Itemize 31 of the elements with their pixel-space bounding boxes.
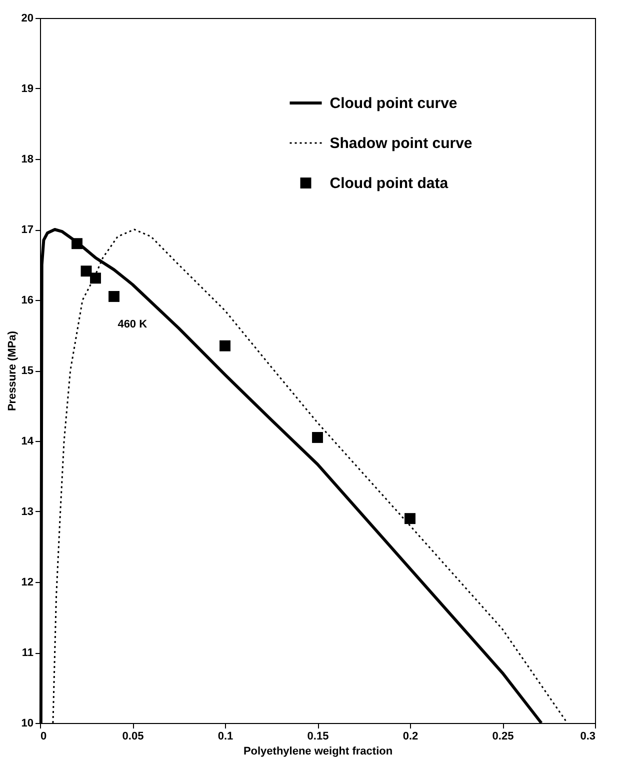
y-tick-label: 10 xyxy=(21,718,34,730)
point xyxy=(108,291,120,302)
x-tick-label: 0.1 xyxy=(218,730,234,742)
point xyxy=(90,272,101,284)
x-tick-label: 0.25 xyxy=(492,730,514,742)
point xyxy=(312,432,323,443)
y-tick-label: 20 xyxy=(21,12,34,24)
y-tick-label: 15 xyxy=(21,365,34,377)
point xyxy=(72,238,82,250)
y-tick-label: 11 xyxy=(22,647,34,659)
y-tick-label: 12 xyxy=(21,576,34,588)
y-tick-label: 19 xyxy=(21,83,34,95)
annotation: 460 K xyxy=(118,318,148,331)
x-tick-label: 0.15 xyxy=(307,730,329,742)
point xyxy=(80,266,92,277)
x-tick-label: 0 xyxy=(40,730,47,742)
y-tick-label: 17 xyxy=(21,224,34,236)
legend-label: Cloud point data xyxy=(330,175,449,192)
point xyxy=(220,340,230,352)
y-tick-label: 16 xyxy=(21,294,34,306)
legend-label: Cloud point curve xyxy=(330,95,458,112)
x-tick-label: 0.2 xyxy=(402,730,418,742)
point xyxy=(404,513,416,524)
y-tick-label: 13 xyxy=(21,506,34,518)
y-tick-label: 18 xyxy=(21,154,34,166)
legend-label: Shadow point curve xyxy=(330,135,472,152)
x-axis-title: Polyethylene weight fraction xyxy=(243,746,393,758)
x-tick-label: 0.3 xyxy=(580,730,596,742)
y-tick-label: 14 xyxy=(21,436,34,448)
y-axis-title: Pressure (MPa) xyxy=(6,330,18,412)
x-tick-label: 0.05 xyxy=(122,730,144,742)
